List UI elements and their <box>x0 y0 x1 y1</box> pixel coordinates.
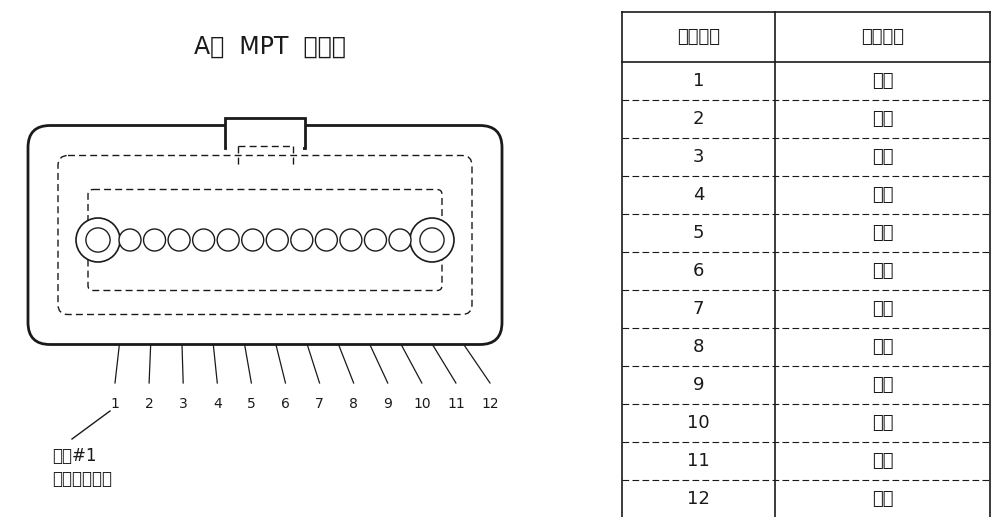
FancyBboxPatch shape <box>88 190 442 291</box>
Text: （蓝色光纤）: （蓝色光纤） <box>52 470 112 488</box>
Text: 12: 12 <box>687 490 710 508</box>
Text: 青色: 青色 <box>872 490 893 508</box>
Circle shape <box>340 229 362 251</box>
Circle shape <box>144 229 166 251</box>
Text: 8: 8 <box>693 338 704 356</box>
Circle shape <box>291 229 313 251</box>
Text: 6: 6 <box>693 262 704 280</box>
Text: 棕色: 棕色 <box>872 186 893 204</box>
Text: 绿色: 绿色 <box>872 148 893 166</box>
Text: 紫色: 紫色 <box>872 414 893 432</box>
Bar <box>227 145 303 154</box>
Text: A侧  MPT  针输出: A侧 MPT 针输出 <box>194 35 346 59</box>
Text: 4: 4 <box>213 397 222 411</box>
FancyBboxPatch shape <box>58 156 472 314</box>
Text: 橙色: 橙色 <box>872 110 893 128</box>
Text: 1: 1 <box>111 397 119 411</box>
Text: 白色: 白色 <box>872 262 893 280</box>
Text: 8: 8 <box>349 397 358 411</box>
Circle shape <box>119 229 141 251</box>
Text: 9: 9 <box>693 376 704 394</box>
Circle shape <box>217 229 239 251</box>
Text: 插芯位置: 插芯位置 <box>677 28 720 46</box>
Text: 灰色: 灰色 <box>872 224 893 242</box>
Text: 6: 6 <box>281 397 290 411</box>
FancyBboxPatch shape <box>28 126 502 344</box>
Text: 粉色: 粉色 <box>872 452 893 470</box>
Text: 10: 10 <box>687 414 710 432</box>
Text: 3: 3 <box>693 148 704 166</box>
Circle shape <box>193 229 215 251</box>
Circle shape <box>86 228 110 252</box>
Text: 10: 10 <box>413 397 431 411</box>
Text: 黄色: 黄色 <box>872 376 893 394</box>
Text: 11: 11 <box>687 452 710 470</box>
Text: 2: 2 <box>693 110 704 128</box>
Text: 2: 2 <box>145 397 153 411</box>
Text: 7: 7 <box>315 397 324 411</box>
Text: 黑色: 黑色 <box>872 338 893 356</box>
Text: 位置#1: 位置#1 <box>52 447 96 465</box>
Bar <box>225 117 305 147</box>
Text: 5: 5 <box>247 397 256 411</box>
Text: 12: 12 <box>481 397 499 411</box>
Text: 蓝色: 蓝色 <box>872 72 893 90</box>
Text: 7: 7 <box>693 300 704 318</box>
Circle shape <box>364 229 386 251</box>
Circle shape <box>168 229 190 251</box>
Circle shape <box>410 218 454 262</box>
Text: 11: 11 <box>447 397 465 411</box>
Circle shape <box>315 229 337 251</box>
Text: 3: 3 <box>179 397 188 411</box>
Circle shape <box>76 218 120 262</box>
Text: 红色: 红色 <box>872 300 893 318</box>
Text: 光纤代号: 光纤代号 <box>861 28 904 46</box>
Text: 9: 9 <box>383 397 392 411</box>
Circle shape <box>242 229 264 251</box>
Circle shape <box>420 228 444 252</box>
Text: 5: 5 <box>693 224 704 242</box>
Circle shape <box>266 229 288 251</box>
Circle shape <box>389 229 411 251</box>
Text: 4: 4 <box>693 186 704 204</box>
Text: 1: 1 <box>693 72 704 90</box>
